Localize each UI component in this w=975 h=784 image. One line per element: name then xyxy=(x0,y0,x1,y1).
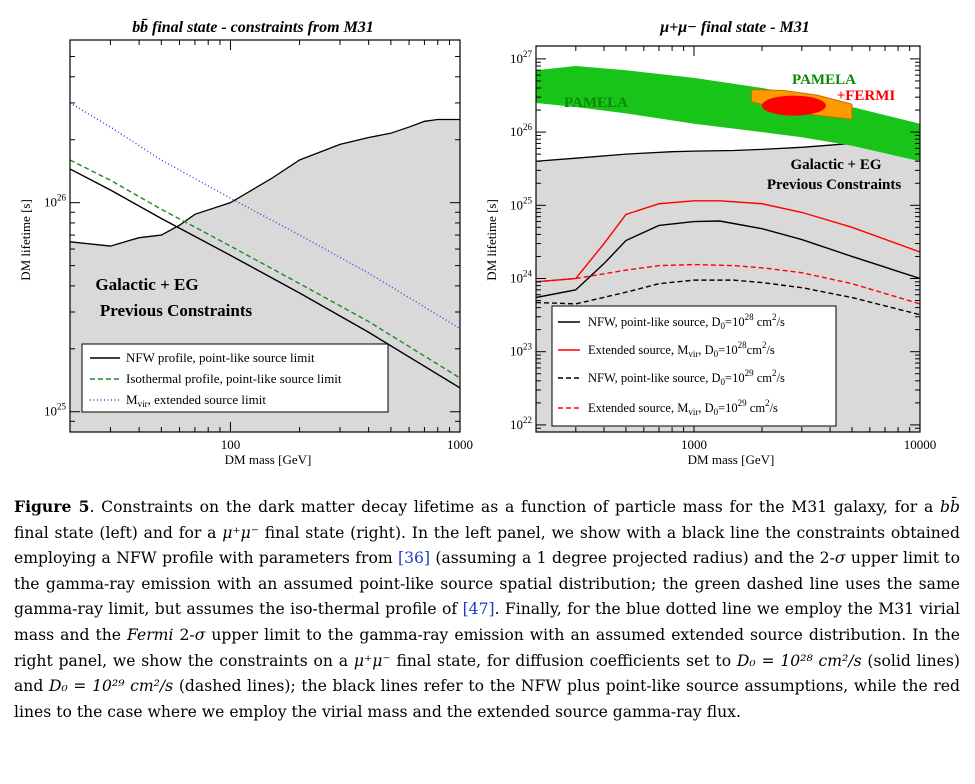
legend-text-isothermal: Isothermal profile, point-like source li… xyxy=(126,371,342,386)
right-legend: NFW, point-like source, D0=1028 cm2/s Ex… xyxy=(551,305,837,427)
fermi-label: +FERMI xyxy=(837,88,896,104)
legend-text-nfw-d29: NFW, point-like source, D0=1029 cm2/s xyxy=(588,368,785,387)
left-legend: NFW profile, point-like source limit Iso… xyxy=(81,343,389,413)
right-region-label-1: Galactic + EG xyxy=(790,157,881,173)
left-x-axis-label: DM mass [GeV] xyxy=(225,452,312,467)
y-tick-label: 1023 xyxy=(510,342,533,359)
right-panel-title: μ+μ− final state - M31 xyxy=(659,19,810,36)
axis-ticks xyxy=(535,46,921,433)
x-tick-label: 100 xyxy=(221,437,241,452)
y-tick-label: 1025 xyxy=(44,402,67,419)
series-line-2 xyxy=(70,159,460,379)
figure-5: bb̄ final state - constraints from M31 1… xyxy=(18,17,937,467)
caption-label: Figure 5 xyxy=(14,497,90,516)
y-tick-label: 1026 xyxy=(510,122,533,139)
left-y-axis-label: DM lifetime [s] xyxy=(18,199,33,281)
pamela-label-left: PAMELA xyxy=(564,95,628,111)
left-region-label-1: Galactic + EG xyxy=(95,275,198,294)
series-line-3 xyxy=(70,102,460,330)
pamela-region xyxy=(536,65,920,162)
series-line-2 xyxy=(536,200,920,283)
y-tick-label: 1027 xyxy=(510,49,533,66)
series-line-4 xyxy=(536,263,920,305)
left-legend-box xyxy=(81,343,389,413)
y-tick-label: 1026 xyxy=(44,193,67,210)
legend-text-mvir: Mvir, extended source limit xyxy=(126,392,266,409)
right-legend-box xyxy=(551,305,837,427)
legend-text-nfw: NFW profile, point-like source limit xyxy=(126,350,315,365)
y-tick-label: 1024 xyxy=(510,268,533,285)
legend-text-nfw-d28: NFW, point-like source, D0=1028 cm2/s xyxy=(588,312,785,331)
right-region-label-2: Previous Constraints xyxy=(767,177,901,193)
x-tick-label: 1000 xyxy=(447,437,473,452)
y-tick-label: 1022 xyxy=(510,415,532,432)
series-line-3 xyxy=(536,279,920,316)
y-tick-label: 1025 xyxy=(510,195,533,212)
figure-caption: Figure 5. Constraints on the dark matter… xyxy=(14,497,961,721)
plot-frame xyxy=(69,39,461,433)
series-line-1 xyxy=(70,168,460,389)
right-x-axis-label: DM mass [GeV] xyxy=(688,452,775,467)
excluded-region-boundary xyxy=(536,138,920,162)
pamela-label-right: PAMELA xyxy=(792,72,856,88)
excluded-region-boundary xyxy=(70,118,460,247)
axis-ticks xyxy=(69,39,461,433)
plot-frame xyxy=(535,45,921,433)
series-line-1 xyxy=(536,220,920,299)
citation-link-36[interactable]: [36] xyxy=(398,549,431,568)
legend-text-ext-d28: Extended source, Mvir, D0=1028cm2/s xyxy=(588,340,775,359)
left-region-label-2: Previous Constraints xyxy=(100,301,253,320)
right-y-axis-label: DM lifetime [s] xyxy=(484,199,499,281)
left-panel-title: bb̄ final state - constraints from M31 xyxy=(132,17,374,36)
fermi-core-region xyxy=(761,95,826,116)
x-tick-label: 1000 xyxy=(681,437,707,452)
citation-link-47[interactable]: [47] xyxy=(462,600,495,619)
x-tick-label: 10000 xyxy=(904,437,937,452)
legend-text-ext-d29: Extended source, Mvir, D0=1029 cm2/s xyxy=(588,398,778,417)
